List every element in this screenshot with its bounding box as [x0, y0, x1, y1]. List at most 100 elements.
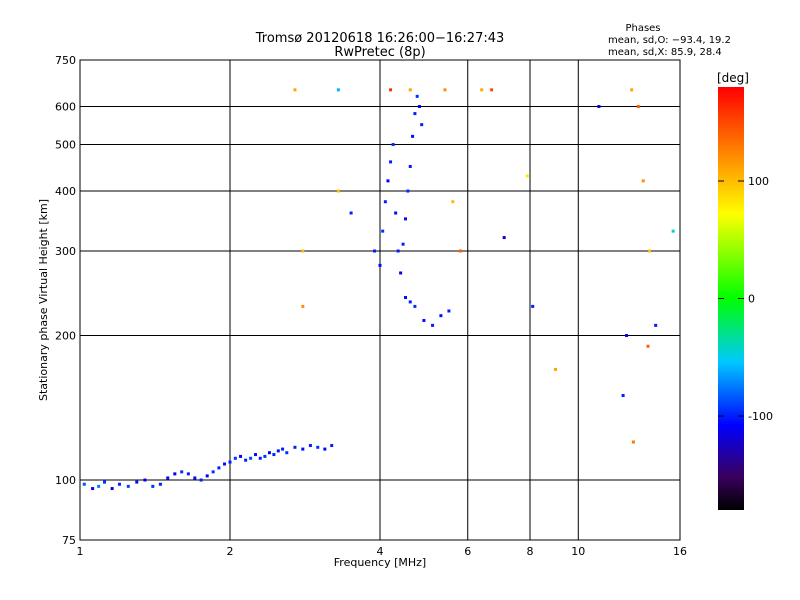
- data-point: [301, 447, 305, 451]
- data-point: [403, 296, 407, 300]
- data-point: [378, 263, 382, 267]
- data-point: [641, 179, 645, 183]
- data-point: [276, 449, 280, 453]
- data-point: [186, 472, 190, 476]
- data-point: [391, 143, 395, 147]
- data-point: [143, 478, 147, 482]
- y-axis-ticks: 75 100 200 300 400 500 600 750: [55, 54, 76, 547]
- data-point: [258, 456, 262, 460]
- data-point: [413, 304, 417, 308]
- chart-subtitle: RwPretec (8p): [334, 45, 425, 60]
- data-point: [293, 88, 297, 92]
- colorbar-label: [deg]: [717, 71, 749, 85]
- data-point: [117, 482, 121, 486]
- data-point: [91, 487, 95, 491]
- data-point: [490, 88, 494, 92]
- data-point: [389, 88, 393, 92]
- data-point: [531, 304, 535, 308]
- colorbar-tick-label: 100: [748, 175, 769, 188]
- data-point: [631, 440, 635, 444]
- data-point: [420, 123, 424, 127]
- y-tick-label: 600: [55, 101, 76, 114]
- data-point: [408, 164, 412, 168]
- data-point: [597, 105, 601, 109]
- data-point: [381, 229, 385, 233]
- data-point: [323, 447, 327, 451]
- data-point: [553, 367, 557, 371]
- data-point: [636, 105, 640, 109]
- data-point: [180, 470, 184, 474]
- data-point: [403, 217, 407, 221]
- data-point: [399, 271, 403, 275]
- data-point: [211, 470, 215, 474]
- x-tick-label: 16: [673, 545, 687, 558]
- data-point: [408, 88, 412, 92]
- data-point: [110, 487, 114, 491]
- data-point: [431, 323, 435, 327]
- data-point: [272, 453, 276, 457]
- colorbar-ticks: 100 0 -100: [718, 175, 773, 423]
- data-point: [336, 88, 340, 92]
- data-point: [671, 229, 675, 233]
- data-point: [166, 476, 170, 480]
- x-tick-label: 6: [464, 545, 471, 558]
- data-point: [239, 454, 243, 458]
- data-point: [253, 453, 257, 457]
- data-point: [217, 466, 221, 470]
- data-point: [396, 249, 400, 253]
- data-point: [415, 94, 419, 98]
- data-point: [625, 334, 629, 338]
- data-point: [411, 134, 415, 138]
- data-point: [422, 318, 426, 322]
- colorbar-tick-label: -100: [748, 410, 773, 423]
- y-tick-label: 100: [55, 474, 76, 487]
- data-point: [654, 323, 658, 327]
- data-point: [103, 480, 107, 484]
- data-point: [249, 456, 253, 460]
- stats-line-o: mean, sd,O: −93.4, 19.2: [608, 35, 731, 46]
- data-point: [648, 249, 652, 253]
- y-tick-label: 300: [55, 245, 76, 258]
- data-point: [263, 454, 267, 458]
- data-point: [193, 476, 197, 480]
- x-axis-label: Frequency [MHz]: [334, 556, 426, 569]
- data-point: [281, 447, 285, 451]
- y-tick-label: 200: [55, 330, 76, 343]
- x-tick-label: 2: [227, 545, 234, 558]
- x-tick-label: 4: [377, 545, 384, 558]
- data-point: [233, 456, 237, 460]
- data-point: [413, 112, 417, 116]
- data-point: [330, 444, 334, 448]
- x-tick-label: 1: [77, 545, 84, 558]
- data-point: [151, 484, 155, 488]
- data-point: [301, 249, 305, 253]
- data-points: [82, 88, 675, 491]
- data-point: [135, 480, 139, 484]
- data-point: [646, 344, 650, 348]
- data-point: [82, 482, 86, 486]
- data-point: [244, 458, 248, 462]
- data-point: [389, 160, 393, 164]
- data-point: [308, 444, 312, 448]
- data-point: [373, 249, 377, 253]
- x-tick-label: 10: [571, 545, 585, 558]
- data-point: [267, 451, 271, 455]
- data-point: [285, 451, 289, 455]
- stats-heading: Phases: [625, 23, 660, 34]
- data-point: [502, 236, 506, 240]
- data-point: [621, 394, 625, 398]
- chart-title: Tromsø 20120618 16:26:00−16:27:43: [255, 31, 505, 46]
- y-axis-label: Stationary phase Virtual Height [km]: [37, 199, 50, 401]
- x-tick-label: 8: [527, 545, 534, 558]
- data-point: [293, 445, 297, 449]
- y-tick-label: 75: [62, 534, 76, 547]
- data-point: [301, 304, 305, 308]
- y-tick-label: 400: [55, 185, 76, 198]
- data-point: [158, 482, 162, 486]
- colorbar-tick-label: 0: [748, 293, 755, 306]
- data-point: [447, 309, 451, 313]
- data-point: [630, 88, 634, 92]
- data-point: [97, 484, 101, 488]
- data-point: [458, 249, 462, 253]
- data-point: [401, 242, 405, 246]
